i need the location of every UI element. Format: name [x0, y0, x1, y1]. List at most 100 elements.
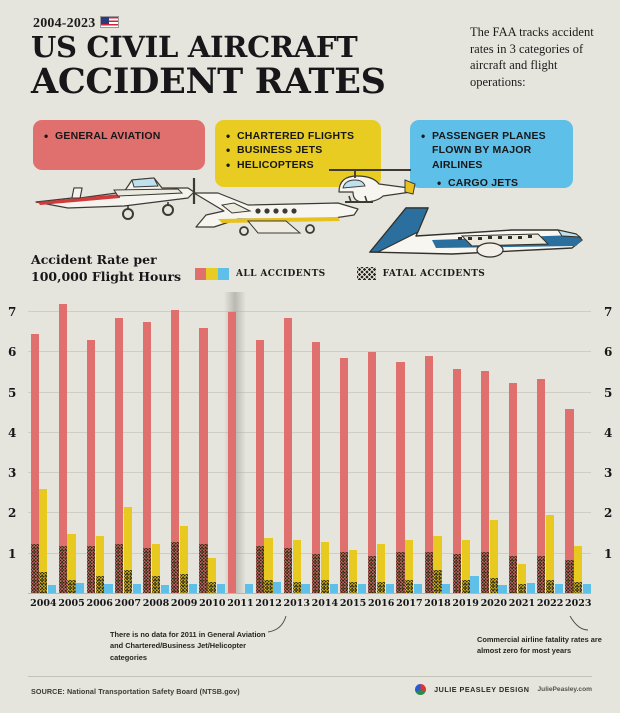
gridline — [28, 391, 591, 393]
bar-general-aviation-2014 — [312, 342, 321, 594]
airliner-icon — [368, 207, 583, 258]
fatal-overlay — [171, 541, 180, 594]
bar-chartered-2015 — [348, 549, 358, 594]
bar-general-aviation-2012 — [255, 340, 264, 594]
bar-airlines-2021 — [526, 582, 535, 594]
bar-chartered-2012 — [264, 537, 273, 594]
category-item-chartered-flights: CHARTERED FLIGHTS — [226, 128, 371, 145]
bar-airlines-2013 — [301, 584, 310, 594]
y-axis-tick-right-7: 7 — [604, 305, 613, 320]
fatal-overlay — [320, 579, 329, 594]
bar-group-2012 — [255, 292, 284, 594]
y-axis-tick-left-1: 1 — [8, 546, 17, 561]
y-axis-tick-right-5: 5 — [604, 385, 613, 400]
fatal-overlay — [452, 553, 461, 594]
bar-group-2009 — [171, 292, 199, 594]
bar-chartered-2013 — [292, 539, 301, 594]
x-axis-tick-2007: 2007 — [114, 598, 142, 609]
fatal-overlay — [151, 575, 161, 594]
fatal-overlay — [348, 581, 358, 594]
gridline — [28, 472, 591, 474]
fatal-overlay — [283, 547, 293, 594]
fatal-overlay — [143, 547, 152, 594]
bar-general-aviation-2021 — [509, 382, 518, 594]
legend-label-fatal: FATAL ACCIDENTS — [382, 268, 486, 279]
bar-group-2004 — [30, 292, 59, 594]
fatal-overlay — [509, 555, 518, 594]
bar-group-2016 — [368, 292, 396, 594]
y-axis-tick-right-1: 1 — [604, 546, 613, 561]
bar-general-aviation-2018 — [424, 356, 433, 594]
fatal-overlay — [565, 559, 574, 594]
chart-baseline — [28, 592, 591, 594]
legend-item-all-accidents: ALL ACCIDENTS — [195, 267, 326, 280]
bar-group-2014 — [312, 292, 340, 594]
bar-airlines-2018 — [442, 583, 451, 594]
fatal-overlay — [95, 575, 104, 594]
fatal-overlay — [199, 543, 208, 594]
bar-group-2011 — [227, 292, 256, 594]
fatal-overlay — [208, 581, 217, 594]
x-axis-tick-2010: 2010 — [199, 598, 226, 609]
bar-airlines-2005 — [76, 582, 85, 594]
fatal-overlay — [545, 579, 555, 594]
page-title-line2: ACCIDENT RATES — [31, 61, 386, 102]
designer-website[interactable]: JuliePeasley.com — [537, 686, 593, 693]
bar-general-aviation-2006 — [86, 340, 95, 594]
fatal-overlay — [255, 545, 264, 594]
bar-airlines-2011 — [245, 583, 254, 594]
bar-general-aviation-2007 — [114, 318, 124, 594]
fatal-overlay — [480, 551, 490, 594]
bar-group-2013 — [283, 292, 312, 594]
bar-chartered-2023 — [574, 545, 583, 594]
bar-airlines-2007 — [132, 584, 141, 594]
x-axis-tick-2006: 2006 — [86, 598, 113, 609]
designer-credit: JULIE PEASLEY DESIGN JuliePeasley.com — [415, 684, 592, 695]
category-item-helicopters: HELICOPTERS — [226, 157, 371, 174]
bar-chartered-2008 — [151, 543, 161, 594]
bar-chartered-2020 — [489, 519, 498, 594]
bar-chartered-2010 — [208, 557, 217, 594]
y-axis-tick-left-3: 3 — [8, 466, 17, 481]
bar-chartered-2005 — [67, 533, 76, 594]
gridline — [28, 351, 591, 353]
fatal-overlay — [489, 577, 498, 594]
x-axis-tick-2019: 2019 — [452, 598, 479, 609]
business-jet-icon — [193, 192, 359, 236]
designer-logo-icon — [415, 684, 427, 695]
category-item-business-jets: BUSINESS JETS — [226, 142, 371, 159]
bar-chartered-2009 — [180, 525, 189, 594]
bar-group-2020 — [480, 292, 509, 594]
x-axis-tick-2022: 2022 — [536, 598, 564, 609]
x-axis-tick-2011: 2011 — [227, 598, 254, 609]
bar-airlines-2023 — [582, 583, 592, 594]
bar-general-aviation-2011 — [227, 312, 236, 594]
bar-group-2018 — [424, 292, 453, 594]
bar-chartered-2018 — [433, 535, 442, 594]
fatal-overlay — [180, 573, 189, 594]
bar-general-aviation-2017 — [396, 362, 405, 594]
x-axis-tick-2016: 2016 — [367, 598, 395, 609]
fatal-overlay — [574, 581, 583, 594]
legend-swatch-fatal-icon — [356, 267, 376, 280]
bar-chartered-2022 — [545, 515, 555, 594]
bar-chartered-2017 — [405, 539, 414, 594]
x-axis-tick-2015: 2015 — [339, 598, 367, 609]
bar-general-aviation-2010 — [199, 328, 208, 594]
bar-airlines-2019 — [470, 575, 479, 594]
bar-airlines-2010 — [216, 583, 226, 594]
fatal-overlay — [86, 545, 95, 594]
chart-axis-title: Accident Rate per 100,000 Flight Hours — [31, 252, 182, 285]
footer-divider — [28, 676, 592, 677]
annotation-no-data-2011: There is no data for 2011 in General Avi… — [110, 630, 266, 662]
y-axis-tick-left-4: 4 — [8, 425, 17, 440]
bar-airlines-2016 — [385, 584, 395, 594]
y-axis-tick-left-7: 7 — [8, 305, 17, 320]
helicopter-icon — [329, 169, 416, 203]
fatal-overlay — [114, 543, 124, 594]
bar-group-2005 — [58, 292, 87, 594]
bar-general-aviation-2016 — [368, 352, 377, 594]
bar-chartered-2016 — [377, 543, 386, 594]
bar-airlines-2009 — [188, 583, 198, 594]
